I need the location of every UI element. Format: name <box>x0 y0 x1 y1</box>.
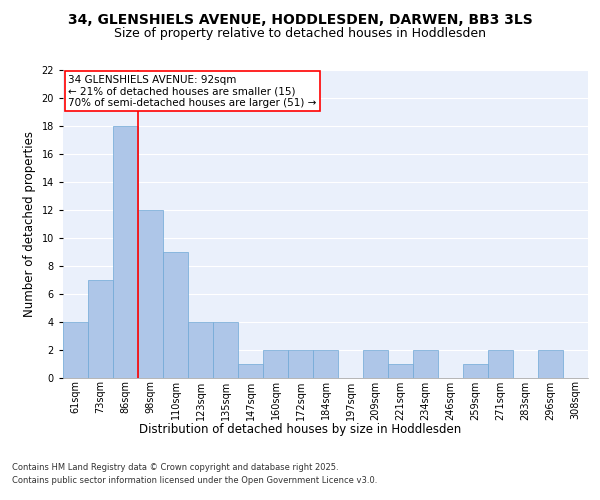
Bar <box>313 350 338 378</box>
Bar <box>288 350 313 378</box>
Bar <box>113 126 138 378</box>
Text: Distribution of detached houses by size in Hoddlesden: Distribution of detached houses by size … <box>139 422 461 436</box>
Bar <box>88 280 113 378</box>
Text: Contains HM Land Registry data © Crown copyright and database right 2025.: Contains HM Land Registry data © Crown c… <box>12 462 338 471</box>
Bar <box>488 350 513 378</box>
Bar <box>413 350 438 378</box>
Bar <box>363 350 388 378</box>
Y-axis label: Number of detached properties: Number of detached properties <box>23 130 36 317</box>
Text: Contains public sector information licensed under the Open Government Licence v3: Contains public sector information licen… <box>12 476 377 485</box>
Bar <box>263 350 288 378</box>
Text: 34 GLENSHIELS AVENUE: 92sqm
← 21% of detached houses are smaller (15)
70% of sem: 34 GLENSHIELS AVENUE: 92sqm ← 21% of det… <box>68 74 317 108</box>
Bar <box>138 210 163 378</box>
Bar <box>538 350 563 378</box>
Bar <box>463 364 488 378</box>
Bar <box>238 364 263 378</box>
Bar <box>188 322 213 378</box>
Bar <box>163 252 188 378</box>
Bar <box>63 322 88 378</box>
Text: Size of property relative to detached houses in Hoddlesden: Size of property relative to detached ho… <box>114 28 486 40</box>
Text: 34, GLENSHIELS AVENUE, HODDLESDEN, DARWEN, BB3 3LS: 34, GLENSHIELS AVENUE, HODDLESDEN, DARWE… <box>68 12 532 26</box>
Bar <box>213 322 238 378</box>
Bar <box>388 364 413 378</box>
